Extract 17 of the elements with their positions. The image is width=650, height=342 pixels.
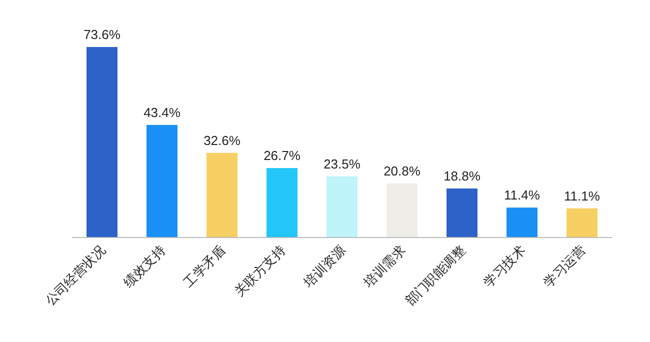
- x-tick-label: 培训需求: [360, 242, 408, 291]
- x-tick-label: 公司经营状况: [42, 242, 108, 308]
- data-label: 11.1%: [564, 188, 600, 204]
- data-label: 32.6%: [204, 132, 241, 148]
- data-label: 20.8%: [384, 163, 421, 178]
- data-label: 23.5%: [324, 156, 361, 172]
- x-tick-label: 学习技术: [480, 242, 528, 290]
- data-label: 11.4%: [504, 188, 540, 203]
- x-tick-label: 工学矛盾: [180, 242, 228, 290]
- data-label: 26.7%: [264, 148, 301, 164]
- data-label: 73.6%: [84, 27, 121, 42]
- data-label: 18.8%: [444, 168, 481, 184]
- data-label: 43.4%: [144, 104, 181, 120]
- x-tick-label: 学习运营: [540, 242, 588, 290]
- x-tick-label: 关联方支持: [232, 242, 288, 300]
- x-tick-label: 绩效支持: [120, 242, 168, 290]
- x-tick-label: 培训资源: [300, 242, 348, 291]
